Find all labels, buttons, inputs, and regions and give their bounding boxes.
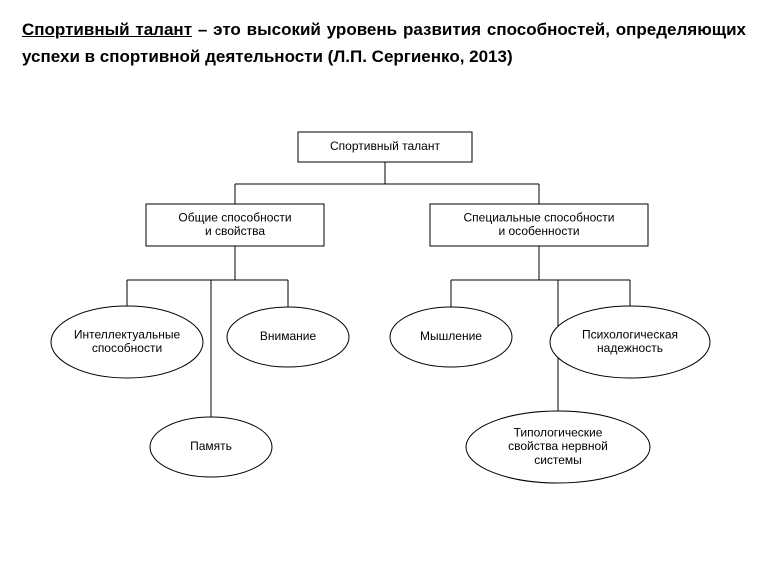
node-attn: Внимание xyxy=(227,307,349,367)
svg-text:и свойства: и свойства xyxy=(205,224,265,238)
svg-text:надежность: надежность xyxy=(597,341,663,355)
svg-text:системы: системы xyxy=(534,453,582,467)
node-typo: Типологическиесвойства нервнойсистемы xyxy=(466,411,650,483)
definition-heading: Спортивный талант – это высокий уровень … xyxy=(22,16,746,70)
node-psy: Психологическаянадежность xyxy=(550,306,710,378)
hierarchy-svg: Спортивный талант Общие способностии свой… xyxy=(50,122,720,552)
definition-term: Спортивный талант xyxy=(22,20,192,39)
node-spec: Специальные способностии особенности xyxy=(430,204,648,246)
node-gen: Общие способностии свойства xyxy=(146,204,324,246)
svg-text:Память: Память xyxy=(190,439,232,453)
node-mem: Память xyxy=(150,417,272,477)
svg-text:Общие способности: Общие способности xyxy=(178,210,291,224)
svg-text:Психологическая: Психологическая xyxy=(582,327,678,341)
svg-text:свойства нервной: свойства нервной xyxy=(508,439,608,453)
svg-text:Типологические: Типологические xyxy=(514,425,603,439)
svg-text:Интеллектуальные: Интеллектуальные xyxy=(74,327,181,341)
hierarchy-diagram: Спортивный талант Общие способностии свой… xyxy=(50,122,720,552)
svg-text:и особенности: и особенности xyxy=(498,224,579,238)
connectors xyxy=(127,162,630,417)
svg-text:способности: способности xyxy=(92,341,162,355)
svg-text:Мышление: Мышление xyxy=(420,329,482,343)
node-think: Мышление xyxy=(390,307,512,367)
svg-text:Специальные способности: Специальные способности xyxy=(464,210,615,224)
svg-text:Спортивный талант: Спортивный талант xyxy=(330,139,440,153)
node-int: Интеллектуальныеспособности xyxy=(51,306,203,378)
node-root: Спортивный талант xyxy=(298,132,472,162)
svg-text:Внимание: Внимание xyxy=(260,329,317,343)
